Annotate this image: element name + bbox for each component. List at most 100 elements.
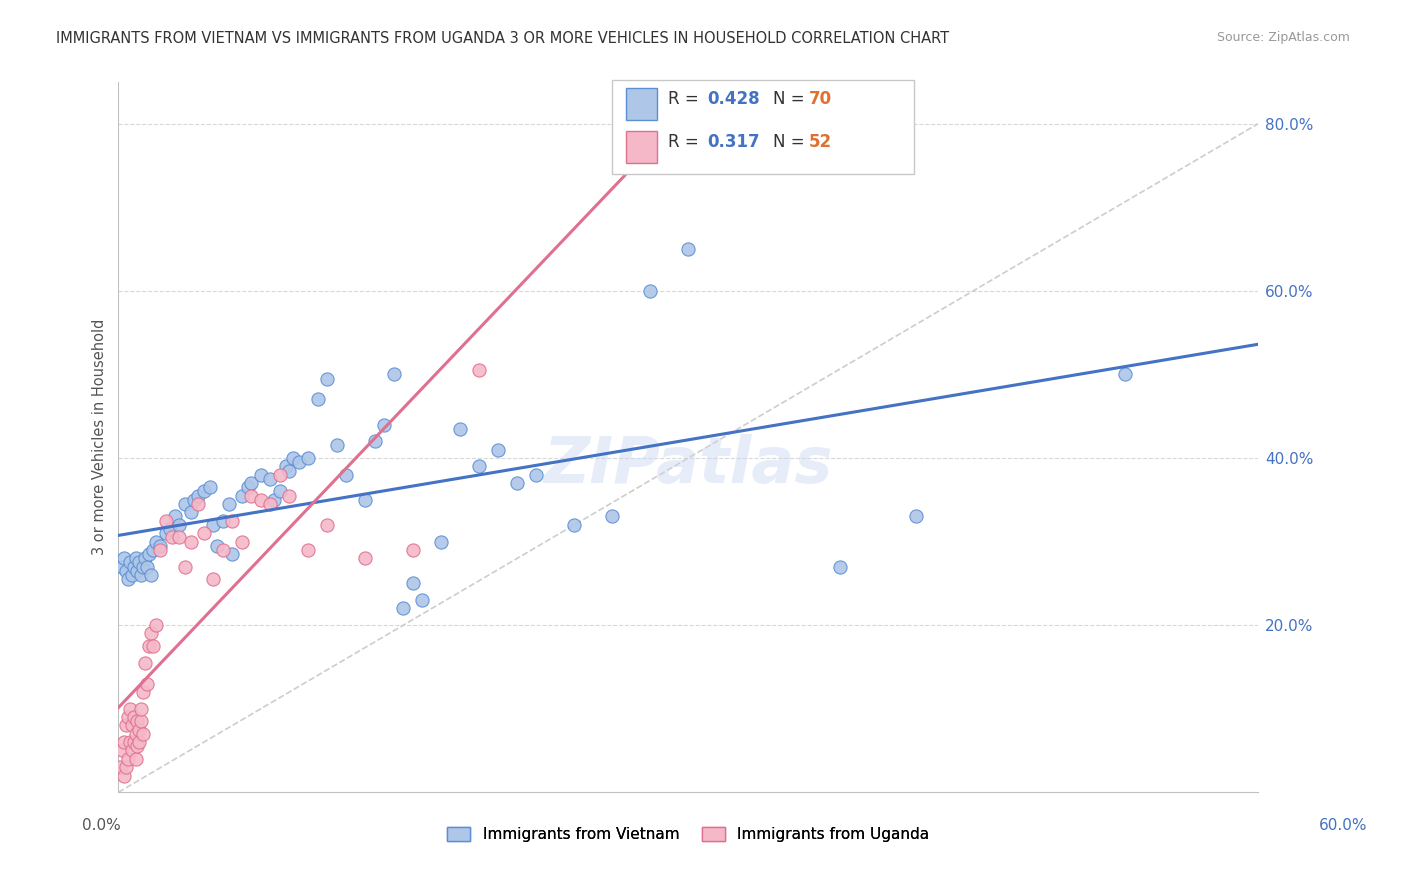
Point bbox=[640, 284, 662, 298]
Point bbox=[111, 743, 134, 757]
Point bbox=[269, 484, 291, 499]
Point bbox=[128, 556, 150, 570]
Point bbox=[122, 735, 145, 749]
Point bbox=[136, 676, 159, 690]
Point bbox=[174, 497, 197, 511]
Point bbox=[167, 517, 190, 532]
Point bbox=[155, 526, 177, 541]
Point bbox=[274, 459, 297, 474]
Point bbox=[127, 739, 149, 754]
Point bbox=[117, 572, 139, 586]
Point bbox=[382, 368, 405, 382]
Point bbox=[602, 509, 624, 524]
Text: 0.317: 0.317 bbox=[707, 134, 759, 152]
Point bbox=[124, 727, 146, 741]
Point bbox=[159, 522, 181, 536]
Point bbox=[174, 559, 197, 574]
Text: 52: 52 bbox=[808, 134, 831, 152]
Text: N =: N = bbox=[773, 90, 810, 109]
Point bbox=[283, 450, 305, 465]
Point bbox=[129, 714, 152, 729]
Point bbox=[236, 480, 259, 494]
Point bbox=[297, 542, 319, 557]
Point bbox=[205, 539, 228, 553]
Point bbox=[112, 768, 135, 782]
Point bbox=[263, 492, 285, 507]
Legend: Immigrants from Vietnam, Immigrants from Uganda: Immigrants from Vietnam, Immigrants from… bbox=[441, 822, 935, 848]
Point bbox=[121, 568, 143, 582]
Point bbox=[124, 551, 146, 566]
Point bbox=[373, 417, 395, 432]
Point bbox=[430, 534, 453, 549]
Point bbox=[142, 639, 165, 653]
Point bbox=[145, 534, 167, 549]
Point bbox=[278, 489, 301, 503]
Point bbox=[193, 484, 215, 499]
Point bbox=[221, 547, 243, 561]
Point bbox=[218, 497, 240, 511]
Point bbox=[149, 542, 172, 557]
Point bbox=[240, 489, 263, 503]
Point bbox=[392, 601, 415, 615]
Point bbox=[128, 723, 150, 737]
Point bbox=[307, 392, 329, 407]
Point bbox=[155, 514, 177, 528]
Point bbox=[316, 517, 339, 532]
Point bbox=[111, 559, 134, 574]
Point bbox=[118, 701, 141, 715]
Point bbox=[115, 760, 138, 774]
Point bbox=[145, 618, 167, 632]
Point bbox=[564, 517, 586, 532]
Point bbox=[250, 467, 273, 482]
Point bbox=[449, 422, 471, 436]
Text: IMMIGRANTS FROM VIETNAM VS IMMIGRANTS FROM UGANDA 3 OR MORE VEHICLES IN HOUSEHOL: IMMIGRANTS FROM VIETNAM VS IMMIGRANTS FR… bbox=[56, 31, 949, 46]
Point bbox=[134, 551, 156, 566]
Point bbox=[316, 371, 339, 385]
Point bbox=[132, 559, 155, 574]
Point bbox=[115, 564, 138, 578]
Text: 60.0%: 60.0% bbox=[1319, 818, 1367, 832]
Point bbox=[411, 593, 433, 607]
Text: 0.0%: 0.0% bbox=[82, 818, 121, 832]
Point bbox=[221, 514, 243, 528]
Point bbox=[136, 559, 159, 574]
Point bbox=[288, 455, 311, 469]
Text: ZIPatlas: ZIPatlas bbox=[544, 434, 834, 497]
Point bbox=[138, 639, 160, 653]
Point bbox=[468, 363, 491, 377]
Point bbox=[326, 438, 349, 452]
Point bbox=[118, 735, 141, 749]
Point bbox=[165, 509, 187, 524]
Point bbox=[112, 735, 135, 749]
Point bbox=[121, 743, 143, 757]
Point bbox=[212, 542, 235, 557]
Point bbox=[121, 718, 143, 732]
Point bbox=[115, 718, 138, 732]
Point bbox=[250, 492, 273, 507]
Point bbox=[180, 505, 202, 519]
Point bbox=[129, 701, 152, 715]
Point bbox=[905, 509, 928, 524]
Point bbox=[231, 534, 253, 549]
Point bbox=[112, 551, 135, 566]
Point bbox=[202, 572, 225, 586]
Point bbox=[678, 242, 700, 256]
Point bbox=[187, 497, 209, 511]
Point bbox=[142, 542, 165, 557]
Point bbox=[117, 710, 139, 724]
Point bbox=[167, 530, 190, 544]
Point bbox=[198, 480, 221, 494]
Point bbox=[180, 534, 202, 549]
Point bbox=[506, 476, 529, 491]
Point bbox=[187, 489, 209, 503]
Text: R =: R = bbox=[668, 134, 704, 152]
Point bbox=[129, 568, 152, 582]
Point bbox=[297, 450, 319, 465]
Point bbox=[149, 539, 172, 553]
Point bbox=[354, 551, 377, 566]
Point bbox=[402, 576, 425, 591]
Point bbox=[278, 463, 301, 477]
Text: Source: ZipAtlas.com: Source: ZipAtlas.com bbox=[1216, 31, 1350, 45]
Point bbox=[160, 530, 183, 544]
Point bbox=[830, 559, 852, 574]
